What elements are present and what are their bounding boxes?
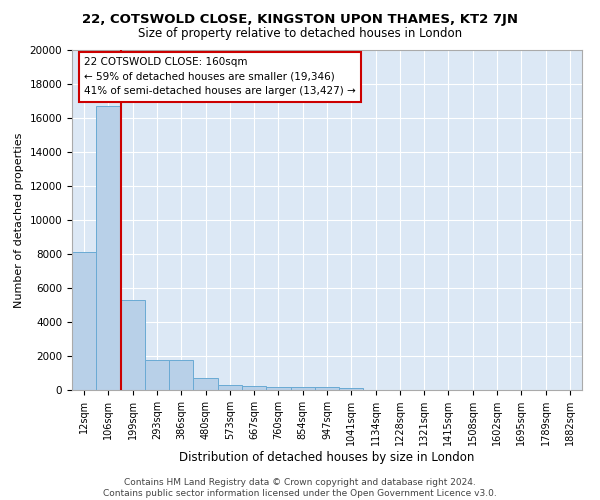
Text: 22, COTSWOLD CLOSE, KINGSTON UPON THAMES, KT2 7JN: 22, COTSWOLD CLOSE, KINGSTON UPON THAMES… <box>82 12 518 26</box>
Y-axis label: Number of detached properties: Number of detached properties <box>14 132 24 308</box>
Text: Contains HM Land Registry data © Crown copyright and database right 2024.
Contai: Contains HM Land Registry data © Crown c… <box>103 478 497 498</box>
Bar <box>242 386 266 390</box>
Text: 22 COTSWOLD CLOSE: 160sqm
← 59% of detached houses are smaller (19,346)
41% of s: 22 COTSWOLD CLOSE: 160sqm ← 59% of detac… <box>85 57 356 96</box>
Bar <box>339 388 364 390</box>
Bar <box>169 360 193 390</box>
Bar <box>315 388 339 390</box>
Bar <box>96 106 121 390</box>
Bar <box>72 252 96 390</box>
X-axis label: Distribution of detached houses by size in London: Distribution of detached houses by size … <box>179 451 475 464</box>
Bar <box>145 360 169 390</box>
Bar <box>121 300 145 390</box>
Text: Size of property relative to detached houses in London: Size of property relative to detached ho… <box>138 28 462 40</box>
Bar <box>218 385 242 390</box>
Bar <box>266 386 290 390</box>
Bar <box>193 378 218 390</box>
Bar <box>290 387 315 390</box>
